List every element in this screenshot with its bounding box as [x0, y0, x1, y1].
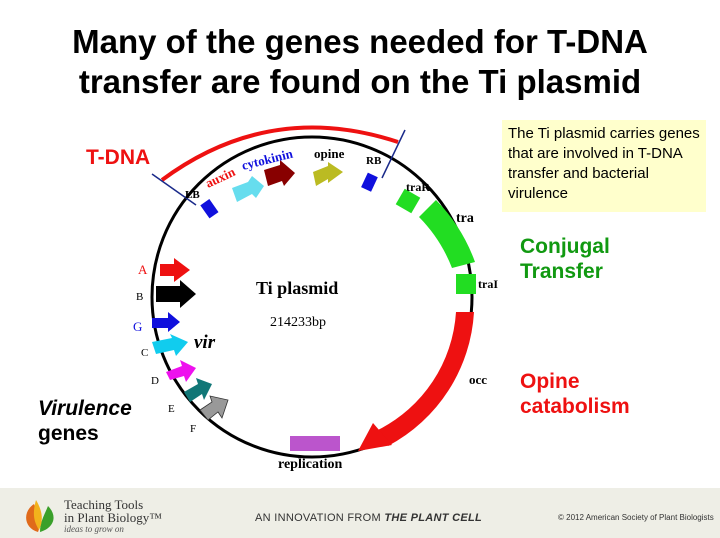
plasmid-name: Ti plasmid	[256, 278, 338, 298]
leaf-logo-icon	[26, 500, 54, 532]
traR-label: traR	[406, 180, 430, 194]
tra-gene	[419, 200, 475, 268]
footer-bar: Teaching Tools in Plant Biology™ ideas t…	[0, 488, 720, 538]
vir-b-label: B	[136, 291, 143, 303]
vir-a-label: A	[138, 262, 148, 277]
occ-arrowhead	[358, 423, 392, 451]
auxin-gene	[232, 176, 264, 202]
replication-label: replication	[278, 457, 343, 472]
vir-c-gene	[152, 334, 188, 356]
info-note: The Ti plasmid carries genes that are in…	[502, 120, 706, 212]
auxin-label: auxin	[203, 164, 238, 191]
title-line-2: transfer are found on the Ti plasmid	[78, 63, 642, 100]
rb-label: RB	[366, 155, 382, 167]
brand-tagline: ideas to grow on	[64, 524, 124, 534]
virulence-line-1: Virulence	[38, 397, 132, 420]
copyright-text: © 2012 American Society of Plant Biologi…	[558, 513, 714, 522]
vir-g-gene	[152, 312, 180, 332]
tdna-arc	[160, 125, 399, 182]
innovation-credit: AN INNOVATION FROM THE PLANT CELL	[255, 512, 482, 524]
plasmid-size: 214233bp	[270, 315, 326, 330]
vir-a-gene	[160, 258, 190, 282]
virulence-genes-label: Virulence genes	[38, 396, 132, 446]
lb-label: LB	[185, 189, 200, 201]
innovation-journal: THE PLANT CELL	[384, 512, 483, 524]
vir-f-label: F	[190, 423, 196, 435]
opine-line-1: Opine	[520, 370, 580, 393]
virulence-line-2: genes	[38, 422, 99, 445]
opine-catabolism-label: Opine catabolism	[520, 369, 630, 419]
tdna-arc-left-tick	[151, 173, 197, 206]
traR-gene	[395, 188, 421, 214]
tra-label: tra	[456, 211, 474, 226]
traI-gene	[456, 274, 476, 294]
tdna-arc-right-tick	[381, 129, 406, 179]
slide-title: Many of the genes needed for T-DNA trans…	[0, 22, 720, 102]
vir-e-label: E	[168, 403, 175, 415]
ti-plasmid-diagram: LB RB auxin cytokinin opine traR tra tra…	[133, 125, 498, 472]
opine-gene	[313, 162, 343, 186]
tdna-label: T-DNA	[86, 146, 151, 169]
vir-d-gene	[166, 360, 196, 382]
brand-line-1: Teaching Tools	[64, 497, 144, 512]
lb-marker	[200, 199, 219, 219]
vir-label: vir	[194, 332, 216, 353]
rb-marker	[361, 172, 378, 192]
conjugal-line-1: Conjugal	[520, 235, 610, 258]
occ-label: occ	[469, 372, 487, 387]
conjugal-transfer-label: Conjugal Transfer	[520, 234, 610, 284]
conjugal-line-2: Transfer	[520, 260, 603, 283]
vir-d-label: D	[151, 375, 159, 387]
innovation-prefix: AN INNOVATION FROM	[255, 512, 381, 524]
plasmid-ring	[150, 135, 474, 459]
vir-b-gene	[156, 280, 196, 308]
occ-region	[378, 312, 474, 446]
brand-line-2: in Plant Biology™	[64, 510, 162, 525]
vir-e-gene	[184, 378, 212, 402]
title-line-1: Many of the genes needed for T-DNA	[72, 23, 648, 60]
traI-label: traI	[478, 277, 498, 291]
opine-label: opine	[314, 146, 345, 161]
vir-g-label: G	[133, 319, 142, 334]
vir-c-label: C	[141, 347, 148, 359]
replication-region	[290, 436, 340, 451]
opine-line-2: catabolism	[520, 395, 630, 418]
cytokinin-gene	[264, 160, 295, 186]
vir-f-gene	[199, 395, 229, 421]
